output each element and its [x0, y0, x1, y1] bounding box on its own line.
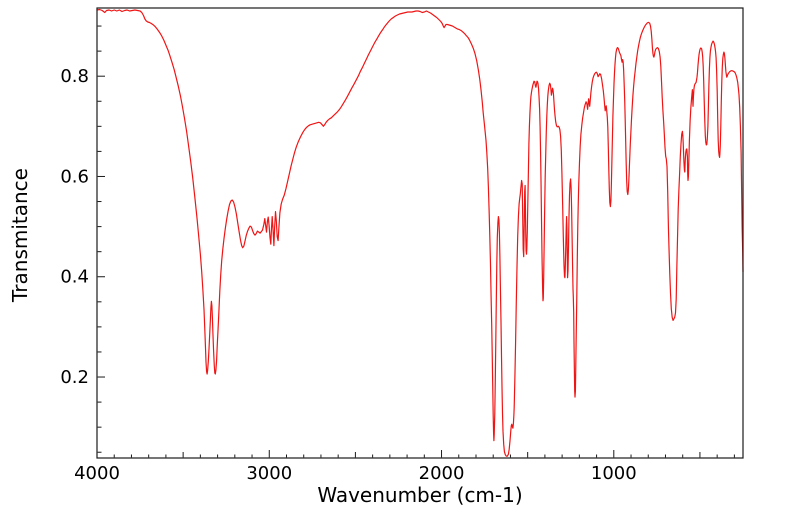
x-tick-label: 1000 — [591, 463, 637, 484]
y-tick-label: 0.6 — [60, 166, 89, 187]
x-tick-label: 2000 — [419, 463, 465, 484]
axis-tick-labels: 4000 3000 2000 1000 0.2 0.4 0.6 0.8 — [60, 66, 636, 484]
axis-ticks — [97, 25, 735, 458]
x-tick-label: 4000 — [74, 463, 120, 484]
y-axis-title: Transmitance — [8, 168, 32, 303]
y-tick-label: 0.8 — [60, 66, 89, 87]
spectrum-series — [96, 8, 744, 457]
x-axis-title: Wavenumber (cm-1) — [317, 483, 522, 507]
y-tick-label: 0.4 — [60, 267, 89, 288]
plot-frame — [96, 7, 744, 459]
y-tick-label: 0.2 — [60, 367, 89, 388]
spectrum-line — [96, 8, 744, 457]
x-tick-label: 3000 — [246, 463, 292, 484]
